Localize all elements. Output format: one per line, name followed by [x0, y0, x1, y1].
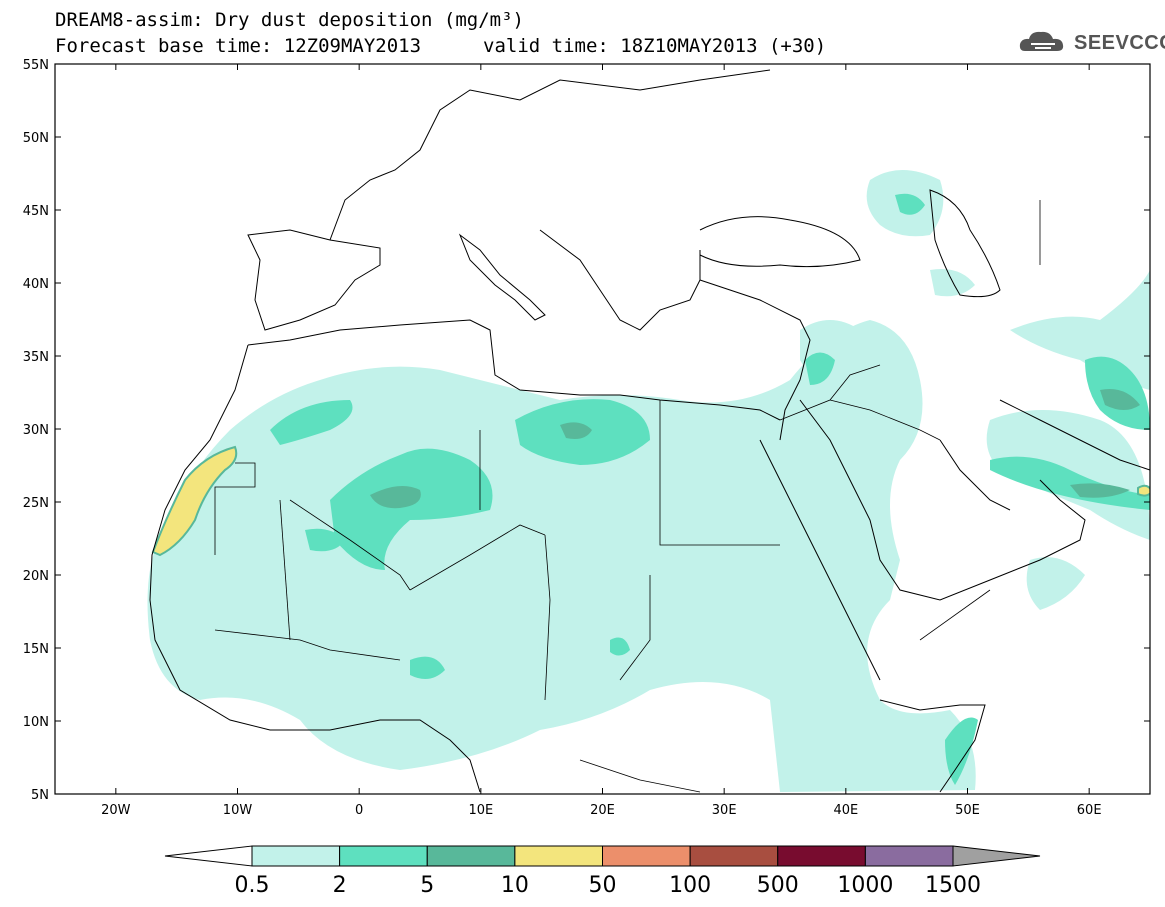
latitude-axis: 55N 50N 45N 40N 35N 30N 25N 20N 15N 10N 5N	[23, 58, 1150, 803]
colorbar-swatch	[426, 845, 516, 867]
map-title: DREAM8-assim: Dry dust deposition (mg/m³…	[55, 9, 524, 31]
colorbar-label: 0.5	[235, 873, 270, 898]
lat-label: 30N	[23, 423, 49, 438]
lon-label: 60E	[1077, 803, 1102, 818]
valid-time: valid time: 18Z10MAY2013 (+30)	[483, 35, 827, 57]
lon-label: 50E	[955, 803, 980, 818]
lon-label: 20W	[101, 803, 131, 818]
lat-label: 10N	[23, 715, 49, 730]
lat-label: 5N	[31, 788, 49, 803]
lat-label: 50N	[23, 131, 49, 146]
colorbar-over-arrow	[952, 845, 1041, 867]
lon-label: 10E	[468, 803, 493, 818]
lat-label: 45N	[23, 204, 49, 219]
colorbar-label: 500	[757, 873, 799, 898]
deposition-shading	[147, 170, 1150, 792]
lat-label: 20N	[23, 569, 49, 584]
forecast-base-time: Forecast base time: 12Z09MAY2013	[55, 35, 422, 57]
lat-label: 40N	[23, 277, 49, 292]
lon-label: 40E	[833, 803, 858, 818]
colorbar-label: 1500	[925, 873, 981, 898]
colorbar-swatch	[602, 845, 691, 867]
logo-text: SEEVCCC	[1074, 32, 1165, 54]
colorbar-label: 10	[501, 873, 529, 898]
colorbar-swatch	[339, 845, 428, 867]
lon-label: 0	[355, 803, 363, 818]
colorbar-label: 100	[669, 873, 711, 898]
lat-label: 25N	[23, 496, 49, 511]
colorbar-under-arrow	[164, 845, 253, 867]
colorbar-label: 1000	[837, 873, 893, 898]
longitude-axis: 20W 10W 0 10E 20E 30E 40E 50E 60E	[101, 64, 1102, 818]
colorbar-label: 5	[420, 873, 434, 898]
coastlines	[149, 69, 1150, 793]
lat-label: 55N	[23, 58, 49, 73]
colorbar-legend: 0.5 2 5 10 50 100 500 1000 1500	[164, 845, 1041, 898]
lat-label: 35N	[23, 350, 49, 365]
lon-label: 20E	[590, 803, 615, 818]
lon-label: 10W	[223, 803, 253, 818]
country-borders	[214, 200, 1041, 793]
colorbar-swatch	[689, 845, 779, 867]
cloud-logo-icon	[1019, 31, 1064, 51]
colorbar-swatch	[864, 845, 954, 867]
colorbar-label: 2	[333, 873, 347, 898]
lon-label: 30E	[712, 803, 737, 818]
lat-label: 15N	[23, 642, 49, 657]
colorbar-swatch	[777, 845, 866, 867]
colorbar-swatch	[251, 845, 341, 867]
colorbar-swatch	[514, 845, 603, 867]
colorbar-label: 50	[589, 873, 617, 898]
